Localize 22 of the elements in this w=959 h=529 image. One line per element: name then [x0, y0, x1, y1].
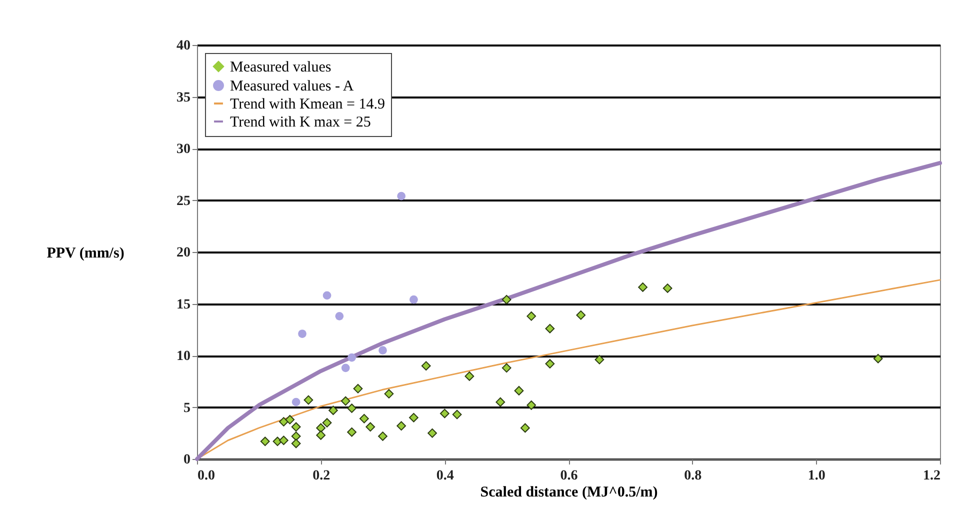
x-tick-label: 0.8	[684, 468, 702, 484]
y-tick-label: 30	[176, 142, 190, 157]
y-tick-label: 25	[176, 194, 190, 209]
legend-label: Trend with K max = 25	[230, 114, 371, 130]
x-axis-title: Scaled distance (MJ^0.5/m)	[480, 484, 658, 500]
x-tick-label: 0.4	[436, 468, 454, 484]
legend-label: Trend with Kmean = 14.9	[230, 96, 385, 112]
x-tick-label: 0.0	[198, 468, 215, 484]
legend-label: Measured values - A	[230, 78, 354, 94]
y-tick-label: 20	[176, 246, 190, 260]
y-tick-label: 35	[176, 90, 190, 106]
x-tick-label: 0.6	[560, 468, 578, 484]
y-tick-label: 15	[176, 297, 190, 312]
x-tick-label: 0.2	[312, 468, 330, 484]
x-tick-label: 1.0	[808, 468, 826, 484]
y-tick-label: 40	[176, 38, 190, 54]
x-tick-label: 1.2	[923, 468, 940, 484]
y-tick-label: 10	[176, 349, 190, 364]
y-tick-label: 5	[184, 400, 190, 416]
y-axis-title: PPV (mm/s)	[46, 246, 124, 262]
y-tick-label: 0	[184, 452, 190, 468]
legend-label: Measured values	[230, 60, 332, 76]
